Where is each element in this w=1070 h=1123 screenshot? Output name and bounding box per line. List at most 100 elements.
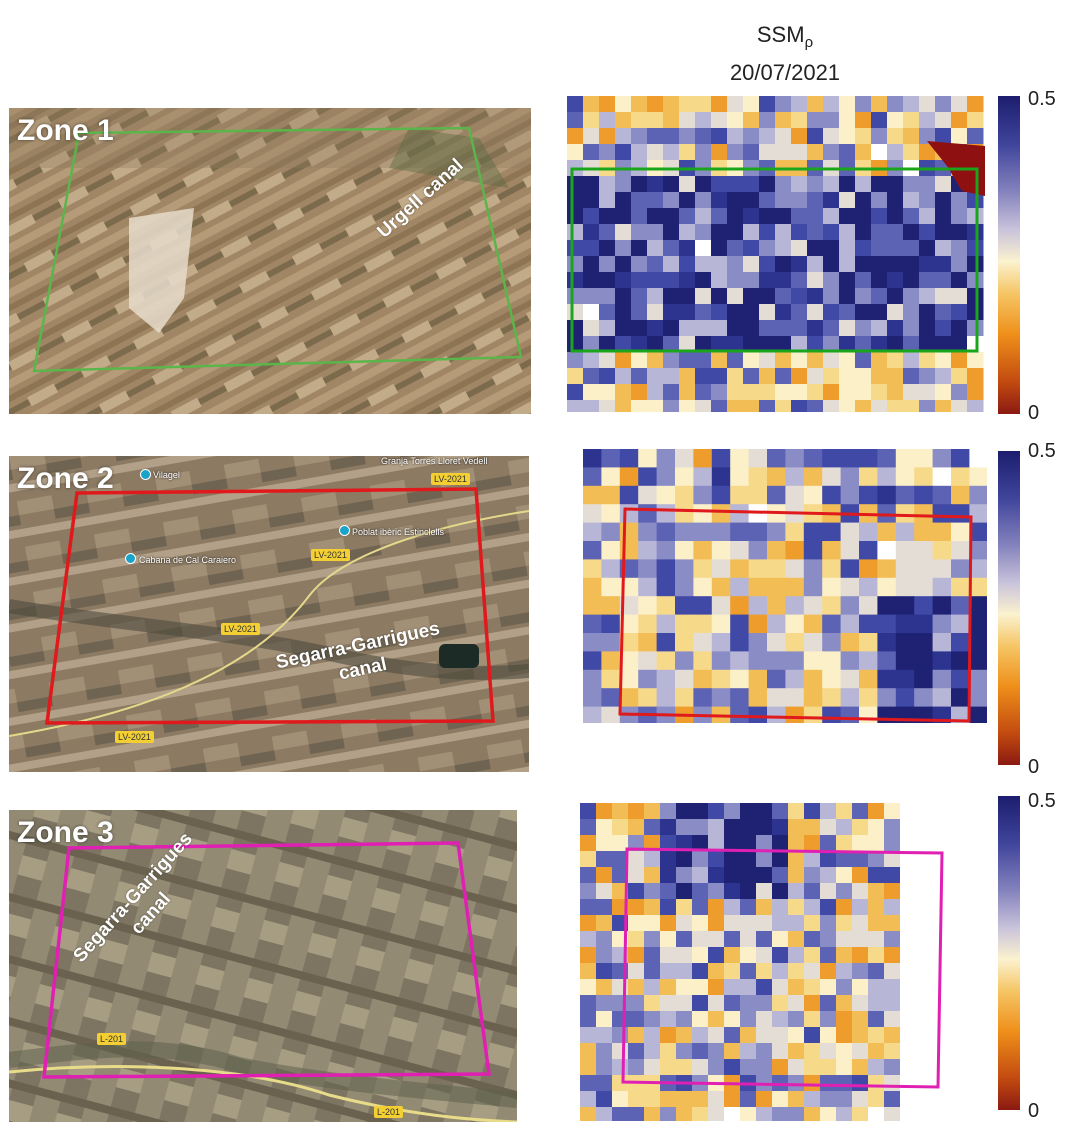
- ssm-pixel: [836, 1027, 853, 1044]
- ssm-pixel: [935, 304, 952, 321]
- ssm-pixel: [656, 467, 676, 487]
- ssm-pixel: [836, 883, 853, 900]
- ssm-pixel: [601, 651, 621, 671]
- ssm-pixel: [615, 208, 632, 225]
- colorbar-1: [998, 96, 1020, 414]
- ssm-pixel: [877, 541, 897, 560]
- ssm-pixel: [675, 651, 694, 671]
- poi-label: Poblat ibèric Estinclells: [352, 527, 445, 537]
- ssm-pixel: [775, 272, 792, 289]
- ssm-pixel: [884, 899, 900, 916]
- zone-2-terrain: [9, 456, 529, 772]
- ssm-pixel: [887, 192, 904, 209]
- ssm-pixel: [675, 614, 694, 634]
- ssm-pixel: [676, 819, 693, 836]
- ssm-pixel: [679, 288, 696, 305]
- ssm-pixel: [969, 614, 987, 634]
- ssm-pixel: [836, 947, 853, 964]
- ssm-pixel: [951, 614, 970, 634]
- ssm-pixel: [596, 899, 613, 916]
- ssm-pixel: [804, 963, 821, 980]
- ssm-pixel: [628, 883, 645, 900]
- ssm-pixel: [877, 596, 897, 616]
- ssm-pixel: [871, 176, 888, 193]
- ssm-pixel: [855, 272, 872, 289]
- ssm-pixel: [711, 352, 728, 369]
- ssm-pixel: [775, 256, 792, 273]
- ssm-pixel: [932, 614, 952, 634]
- ssm-pixel: [615, 96, 632, 113]
- ssm-pixel: [740, 995, 757, 1012]
- ssm-pixel: [887, 144, 904, 161]
- ssm-pixel: [967, 400, 984, 412]
- colorbar-3-min-label: 0: [1028, 1100, 1040, 1122]
- zone-1-ssm-map: [567, 96, 985, 412]
- ssm-pixel: [836, 1107, 853, 1121]
- ssm-pixel: [859, 633, 878, 652]
- ssm-pixel: [748, 522, 768, 542]
- ssm-pixel: [628, 995, 645, 1012]
- ssm-pixel: [855, 368, 872, 385]
- ssm-pixel: [855, 288, 872, 305]
- ssm-pixel: [791, 176, 808, 193]
- ssm-pixel: [711, 614, 731, 634]
- ssm-pixel: [583, 541, 602, 560]
- ssm-pixel: [807, 304, 824, 321]
- ssm-pixel: [759, 304, 776, 321]
- ssm-pixel: [836, 995, 853, 1012]
- ssm-pixel: [695, 320, 712, 337]
- ssm-pixel: [836, 1075, 853, 1092]
- ssm-pixel: [748, 669, 768, 689]
- ssm-pixel: [724, 1043, 741, 1060]
- ssm-pixel: [601, 633, 621, 652]
- ssm-pixel: [628, 1091, 645, 1108]
- ssm-pixel: [859, 596, 878, 616]
- ssm-pixel: [822, 485, 842, 505]
- ssm-pixel: [804, 1027, 821, 1044]
- ssm-pixel: [692, 1043, 709, 1060]
- ssm-pixel: [580, 803, 597, 820]
- ssm-pixel: [868, 867, 885, 884]
- ssm-pixel: [820, 995, 837, 1012]
- ssm-pixel: [740, 963, 757, 980]
- ssm-pixel: [756, 1107, 773, 1121]
- ssm-pixel: [884, 931, 900, 948]
- ssm-pixel: [615, 112, 632, 129]
- ssm-pixel: [775, 192, 792, 209]
- ssm-pixel: [615, 384, 632, 401]
- ssm-pixel: [852, 963, 869, 980]
- ssm-pixel: [895, 449, 915, 468]
- ssm-pixel: [919, 352, 936, 369]
- ssm-pixel: [804, 931, 821, 948]
- ssm-pixel: [852, 1027, 869, 1044]
- ssm-pixel: [852, 1075, 869, 1092]
- ssm-pixel: [628, 1027, 645, 1044]
- ssm-pixel: [660, 1059, 677, 1076]
- ssm-pixel: [711, 400, 728, 412]
- figure-header: SSMρ 20/07/2021: [700, 20, 870, 88]
- ssm-pixel: [647, 272, 664, 289]
- ssm-pixel: [884, 947, 900, 964]
- ssm-pixel: [895, 541, 915, 560]
- ssm-pixel: [679, 192, 696, 209]
- ssm-pixel: [852, 883, 869, 900]
- ssm-pixel: [822, 614, 842, 634]
- ssm-pixel: [839, 240, 856, 257]
- ssm-pixel: [839, 192, 856, 209]
- ssm-pixel: [887, 96, 904, 113]
- ssm-pixel: [839, 352, 856, 369]
- ssm-pixel: [756, 899, 773, 916]
- ssm-pixel: [663, 96, 680, 113]
- ssm-pixel: [596, 835, 613, 852]
- ssm-pixel: [820, 851, 837, 868]
- ssm-pixel: [868, 1091, 885, 1108]
- ssm-pixel: [631, 240, 648, 257]
- ssm-pixel: [619, 449, 639, 468]
- ssm-pixel: [877, 467, 897, 487]
- ssm-pixel: [772, 867, 789, 884]
- ssm-pixel: [820, 819, 837, 836]
- ssm-pixel: [711, 128, 728, 145]
- ssm-pixel: [871, 288, 888, 305]
- ssm-pixel: [759, 272, 776, 289]
- ssm-pixel: [807, 272, 824, 289]
